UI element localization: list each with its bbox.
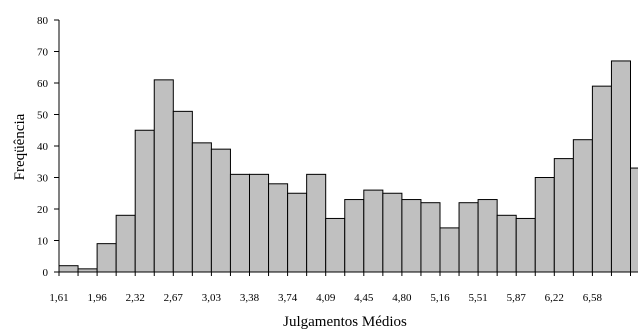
x-axis-title: Julgamentos Médios	[283, 314, 407, 330]
y-tick-label: 10	[37, 236, 49, 248]
x-tick-label: 1,61	[49, 292, 68, 304]
y-tick-label: 20	[37, 204, 49, 216]
x-tick-label: 4,80	[392, 292, 412, 304]
x-tick-label: 3,38	[240, 292, 260, 304]
histogram-bar	[630, 167, 638, 273]
x-tick-label: 5,51	[468, 292, 487, 304]
histogram-bar	[420, 202, 441, 273]
histogram-bar	[363, 189, 384, 273]
histogram-bar	[134, 129, 155, 273]
x-tick-label: 3,03	[202, 292, 222, 304]
bars-group	[58, 60, 638, 273]
x-tick-label: 6,22	[545, 292, 564, 304]
x-tick-label: 5,87	[507, 292, 527, 304]
histogram-bar	[515, 217, 536, 273]
histogram-bar	[249, 173, 270, 273]
histogram-bar	[210, 148, 231, 273]
y-tick-label: 60	[37, 78, 49, 90]
x-tick-label: 1,96	[87, 292, 107, 304]
y-ticks-group: 0 10 20 30 40 50 60 70 80	[37, 15, 59, 279]
histogram-bar	[401, 199, 422, 273]
histogram-bar	[306, 173, 327, 273]
y-tick-label: 80	[37, 15, 49, 27]
y-tick-label: 70	[37, 47, 49, 59]
x-tick-label: 5,16	[430, 292, 450, 304]
histogram-bar	[344, 199, 365, 273]
histogram-bar	[287, 192, 308, 273]
x-tick-label: 6,58	[583, 292, 603, 304]
histogram-bar	[172, 110, 193, 273]
histogram-bar	[610, 60, 632, 273]
histogram-bar	[458, 202, 479, 273]
histogram-bar	[553, 158, 574, 273]
histogram-bar	[96, 243, 117, 273]
x-tick-label: 3,74	[278, 292, 298, 304]
histogram-bar	[591, 85, 612, 273]
x-tick-label: 2,32	[126, 292, 145, 304]
y-axis-title: Freqüência	[12, 113, 28, 180]
histogram-bar	[382, 192, 403, 273]
x-tick-label: 4,09	[316, 292, 336, 304]
histogram-bar	[439, 227, 460, 273]
histogram-bar	[268, 183, 289, 273]
histogram-bar	[477, 199, 498, 273]
y-tick-label: 40	[37, 141, 49, 153]
histogram-bar	[153, 79, 174, 273]
y-tick-label: 0	[43, 267, 49, 279]
histogram-bar	[58, 265, 79, 273]
y-tick-label: 30	[37, 173, 49, 185]
y-tick-label: 50	[37, 110, 49, 122]
x-tick-label: 2,67	[164, 292, 184, 304]
histogram-bar	[229, 173, 250, 273]
histogram-bar	[115, 214, 136, 273]
histogram-bar	[534, 177, 555, 273]
histogram-bar	[325, 217, 346, 273]
histogram-bar	[191, 142, 212, 273]
x-ticks-group: 1,61 1,96 2,32 2,67 3,03 3,38 3,74 4,09 4,45 4,80…	[49, 272, 631, 304]
histogram-bar	[496, 214, 517, 273]
histogram-bar	[572, 139, 593, 273]
x-tick-label: 4,45	[354, 292, 374, 304]
